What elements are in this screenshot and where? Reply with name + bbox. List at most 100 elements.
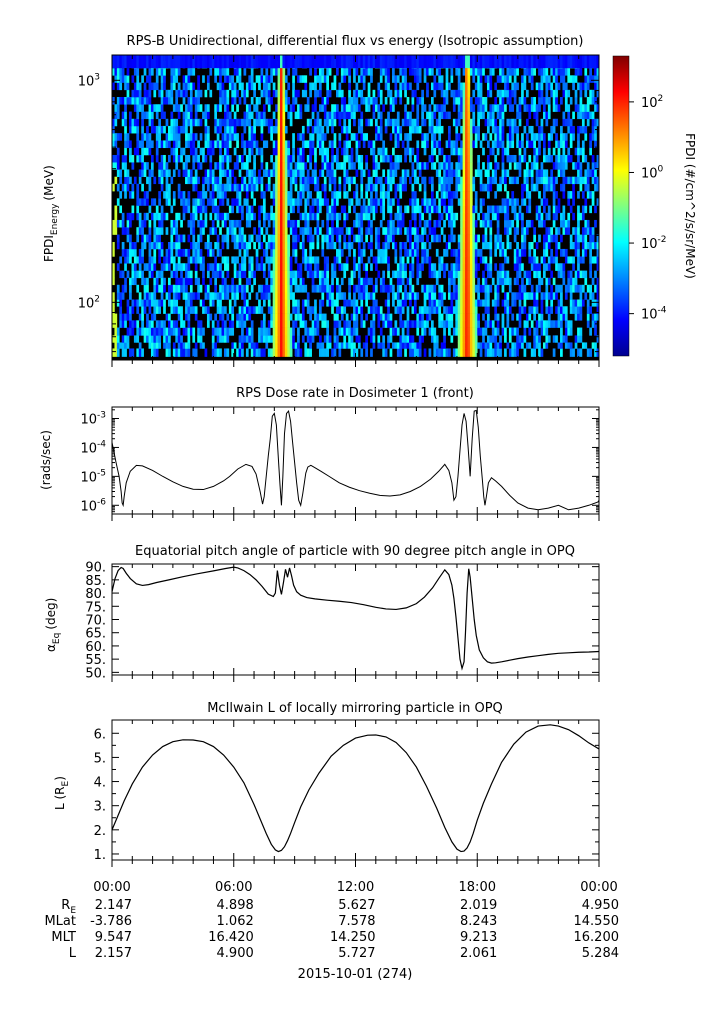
heatmap-cell [560, 284, 563, 293]
heatmap-cell [542, 327, 546, 336]
heatmap-cell [255, 140, 259, 149]
heatmap-cell [284, 227, 288, 235]
heatmap-cell [416, 162, 420, 170]
heatmap-cell [394, 241, 398, 250]
heatmap-cell [572, 162, 575, 170]
heatmap-cell [594, 219, 597, 228]
heatmap-cell [399, 313, 403, 321]
heatmap-cell [430, 320, 434, 328]
heatmap-cell [258, 212, 261, 221]
heatmap-cell [255, 306, 259, 314]
heatmap-cell [496, 270, 500, 279]
heatmap-cell [306, 306, 310, 314]
heatmap-cell [530, 176, 534, 185]
heatmap-cell [231, 234, 235, 243]
heatmap-cell [450, 219, 454, 228]
heatmap-cell [433, 284, 437, 293]
heatmap-cell [440, 212, 444, 221]
heatmap-cell [343, 327, 347, 336]
heatmap-cell [187, 292, 191, 300]
heatmap-cell [506, 313, 510, 321]
heatmap-cell [535, 320, 539, 328]
heatmap-cell [338, 212, 342, 221]
heatmap-cell [138, 292, 142, 300]
heatmap-cell [506, 320, 510, 328]
heatmap-cell [396, 219, 400, 228]
heatmap-cell [430, 133, 434, 141]
heatmap-cell [267, 348, 271, 357]
heatmap-cell [321, 162, 325, 170]
heatmap-cell [399, 241, 403, 250]
heatmap-cell [460, 277, 463, 286]
heatmap-cell [448, 198, 451, 206]
heatmap-cell [499, 97, 502, 105]
heatmap-cell [119, 82, 123, 91]
heatmap-cell [462, 277, 466, 286]
heatmap-cell [309, 133, 312, 141]
heatmap-cell [280, 348, 283, 357]
heatmap-cell [579, 176, 583, 185]
heatmap-cell [491, 212, 495, 221]
heatmap-cell [170, 320, 174, 328]
heatmap-cell [357, 248, 361, 257]
heatmap-cell [326, 97, 330, 105]
heatmap-cell [153, 335, 157, 343]
heatmap-cell [277, 162, 281, 170]
heatmap-cell [175, 241, 179, 250]
heatmap-cell [504, 104, 507, 112]
heatmap-cell [289, 111, 293, 120]
heatmap-cell [450, 176, 454, 185]
heatmap-cell [224, 191, 227, 199]
heatmap-cell [460, 125, 463, 134]
heatmap-cell [457, 263, 461, 271]
heatmap-cell [304, 227, 308, 235]
heatmap-cell [365, 227, 368, 235]
heatmap-cell [501, 263, 505, 271]
heatmap-cell [136, 75, 140, 83]
heatmap-cell [594, 183, 597, 192]
heatmap-cell [260, 306, 264, 314]
heatmap-cell [270, 205, 273, 214]
heatmap-cell [253, 118, 256, 127]
heatmap-cell [443, 104, 446, 112]
heatmap-cell [219, 68, 222, 76]
heatmap-cell [460, 241, 463, 250]
heatmap-cell [545, 227, 549, 235]
heatmap-cell [445, 205, 449, 214]
heatmap-cell [306, 198, 310, 206]
heatmap-cell [379, 342, 383, 349]
heatmap-cell [404, 205, 407, 214]
heatmap-cell [513, 299, 517, 307]
heatmap-cell [143, 191, 147, 199]
heatmap-cell [384, 68, 388, 76]
heatmap-cell [287, 82, 291, 91]
heatmap-cell [562, 82, 566, 91]
heatmap-cell [465, 284, 468, 293]
heatmap-cell [545, 169, 549, 177]
heatmap-cell [326, 68, 330, 76]
heatmap-cell [238, 227, 242, 235]
heatmap-cell [219, 313, 222, 321]
heatmap-cell [292, 241, 295, 250]
heatmap-cell [243, 198, 247, 206]
heatmap-cell [160, 111, 164, 120]
heatmap-cell [289, 335, 293, 343]
heatmap-cell [219, 125, 222, 134]
heatmap-cell [258, 241, 261, 250]
heatmap-cell [399, 212, 403, 221]
heatmap-cell [467, 335, 471, 343]
heatmap-cell [377, 313, 381, 321]
heatmap-cell [326, 205, 330, 214]
heatmap-cell [457, 284, 461, 293]
heatmap-cell [577, 125, 580, 134]
heatmap-cell [581, 256, 585, 264]
heatmap-cell [413, 205, 417, 214]
heatmap-cell [528, 75, 532, 83]
heatmap-cell [547, 154, 551, 163]
heatmap-cell [348, 320, 351, 328]
heatmap-cell [119, 256, 123, 264]
heatmap-cell [416, 118, 420, 127]
heatmap-cell [396, 227, 400, 235]
heatmap-cell [469, 118, 473, 127]
